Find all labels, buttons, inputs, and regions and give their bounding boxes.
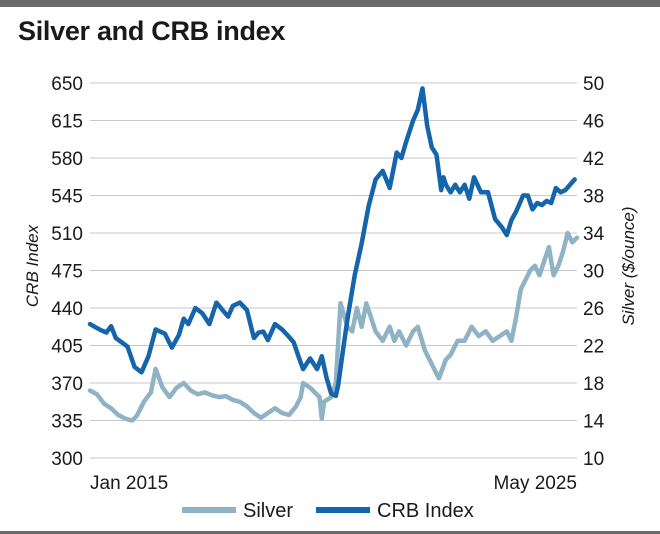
left-tick-label: 510 [51, 224, 83, 245]
right-tick-label: 22 [583, 337, 604, 358]
right-axis-ticks: 10 14 18 22 26 30 34 38 42 46 50 [583, 74, 605, 470]
x-tick-label-end: May 2025 [494, 473, 577, 494]
legend: Silver CRB Index [182, 500, 474, 522]
right-tick-label: 14 [583, 412, 605, 433]
left-tick-label: 615 [51, 112, 83, 133]
right-tick-label: 26 [583, 299, 604, 320]
right-tick-label: 50 [583, 74, 604, 95]
left-tick-label: 370 [51, 374, 83, 395]
series-line-crb-index [87, 86, 577, 399]
right-tick-label: 30 [583, 262, 604, 283]
right-tick-label: 10 [583, 449, 604, 470]
x-tick-label-start: Jan 2015 [90, 473, 168, 494]
bottom-rule [0, 531, 660, 534]
left-tick-label: 475 [51, 262, 83, 283]
left-tick-label: 545 [51, 187, 83, 208]
left-axis-title: CRB Index [23, 224, 42, 307]
left-tick-label: 650 [51, 74, 83, 95]
right-tick-label: 38 [583, 187, 604, 208]
right-tick-label: 46 [583, 112, 604, 133]
left-axis-ticks: 300 335 370 405 440 475 510 545 580 615 650 [51, 74, 83, 470]
legend-label-silver: Silver [243, 500, 293, 522]
right-axis-title: Silver ($/ounce) [619, 206, 638, 325]
right-tick-label: 34 [583, 224, 605, 245]
left-tick-label: 300 [51, 449, 83, 470]
gridlines [90, 82, 577, 459]
top-rule [0, 0, 660, 7]
chart-title: Silver and CRB index [18, 16, 286, 46]
right-tick-label: 18 [583, 374, 604, 395]
series-lines [87, 86, 580, 423]
left-tick-label: 440 [51, 299, 83, 320]
left-tick-label: 580 [51, 149, 83, 170]
legend-label-crb: CRB Index [377, 500, 474, 522]
right-tick-label: 42 [583, 149, 604, 170]
left-tick-label: 335 [51, 412, 83, 433]
left-tick-label: 405 [51, 337, 83, 358]
